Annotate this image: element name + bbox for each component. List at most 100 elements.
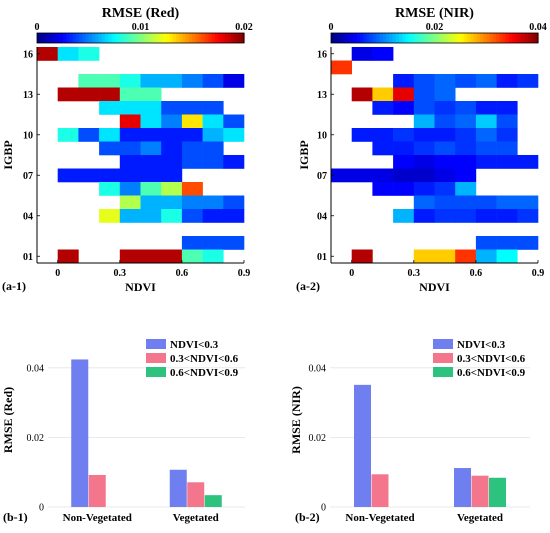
y-tick-label: 01 xyxy=(23,252,33,263)
colorbar-segment xyxy=(104,33,109,43)
y-tick-label: 0.02 xyxy=(27,433,45,444)
colorbar-segment xyxy=(470,33,474,43)
heatmap-cell xyxy=(413,209,435,223)
heatmap-cell xyxy=(475,128,497,142)
colorbar-segment xyxy=(508,33,513,43)
colorbar-segment xyxy=(237,33,242,43)
colorbar-segment xyxy=(340,33,345,43)
colorbar-segment xyxy=(489,33,494,43)
heatmap-cell xyxy=(78,74,100,88)
heatmap-cell xyxy=(119,114,141,129)
colorbar-segment xyxy=(49,33,54,43)
heatmap-cell xyxy=(78,47,100,61)
heatmap-cell xyxy=(140,195,162,210)
colorbar-segment xyxy=(82,33,87,43)
colorbar-segment xyxy=(98,33,103,43)
colorbar-segment xyxy=(153,33,158,43)
heatmap-cell xyxy=(161,74,183,88)
colorbar-segment xyxy=(205,33,210,43)
x-tick-label: 0 xyxy=(55,268,60,279)
colorbar-segment xyxy=(221,33,226,43)
colorbar-segment xyxy=(521,33,526,43)
heatmap-cell xyxy=(434,101,456,115)
heatmap-cell xyxy=(99,128,121,142)
y-tick-label: 16 xyxy=(317,49,327,60)
heatmap-cell xyxy=(455,168,477,183)
colorbar-segment xyxy=(343,33,348,43)
x-tick-label: Non-Vegetated xyxy=(63,512,132,524)
legend-label: NDVI<0.3 xyxy=(170,339,219,351)
colorbar-segment xyxy=(134,33,138,43)
colorbar-segment xyxy=(231,33,235,43)
colorbar-segment xyxy=(450,33,455,43)
colorbar-segment xyxy=(72,33,77,43)
heatmap-cell xyxy=(475,114,497,129)
colorbar-segment xyxy=(408,33,413,43)
colorbar-segment xyxy=(389,33,394,43)
heatmap-cell xyxy=(140,249,162,264)
heatmap-cell xyxy=(393,168,415,183)
heatmap-cell xyxy=(119,101,141,115)
heatmap-cell xyxy=(99,182,121,196)
heatmap-cell xyxy=(202,74,224,88)
x-tick-label: 0.3 xyxy=(114,268,127,279)
heatmap-cell xyxy=(140,114,162,129)
heatmap-cell xyxy=(455,209,477,223)
colorbar-segment xyxy=(143,33,148,43)
heatmap-cell xyxy=(78,168,100,183)
heatmap-cell xyxy=(517,195,539,210)
heatmap-cell xyxy=(181,155,203,169)
colorbar-segment xyxy=(486,33,491,43)
heatmap-cell xyxy=(119,141,141,156)
heatmap-cell xyxy=(434,155,456,169)
colorbar-segment xyxy=(502,33,507,43)
colorbar-tick-label: 0.01 xyxy=(132,22,150,33)
colorbar-segment xyxy=(62,33,67,43)
colorbar-frame xyxy=(36,32,245,44)
colorbar-segment xyxy=(434,33,439,43)
colorbar-segment xyxy=(208,33,213,43)
heatmap-cell xyxy=(99,209,121,223)
heatmap-cell xyxy=(393,209,415,223)
colorbar-segment xyxy=(376,33,381,43)
heatmap-cell xyxy=(434,74,456,88)
heatmap-cell xyxy=(161,114,183,129)
heatmap-cell xyxy=(78,128,100,142)
y-tick-label: 0 xyxy=(39,503,44,514)
heatmap-cell xyxy=(393,128,415,142)
colorbar-segment xyxy=(453,33,458,43)
colorbar-segment xyxy=(179,33,184,43)
heatmap-cell xyxy=(331,60,352,75)
heatmap-cell xyxy=(161,155,183,169)
colorbar-segment xyxy=(75,33,80,43)
heatmap-cell xyxy=(475,155,497,169)
heatmap-cell xyxy=(223,195,245,210)
colorbar-segment xyxy=(130,33,135,43)
colorbar-segment xyxy=(37,33,41,43)
colorbar-frame xyxy=(330,32,539,44)
colorbar-segment xyxy=(234,33,239,43)
colorbar-segment xyxy=(331,33,335,43)
heatmap-cell xyxy=(99,168,121,183)
colorbar-segment xyxy=(518,33,523,43)
panel-a-1: RMSE (Red) 0 0.01 0.02 0 0.3 0.6 0.9 01 04 07 10 13 1… xyxy=(1,6,253,294)
legend-swatch xyxy=(146,353,166,363)
bar xyxy=(204,495,222,507)
colorbar-segment xyxy=(366,33,371,43)
x-tick-label: 0 xyxy=(349,268,354,279)
y-axis-label: IGBP xyxy=(1,140,15,169)
x-axis-label: NDVI xyxy=(419,280,450,294)
heatmap-cell xyxy=(37,47,58,61)
heatmap-cell xyxy=(496,209,518,223)
heatmap-cell xyxy=(517,74,539,88)
colorbar-segment xyxy=(59,33,64,43)
heatmap-cell xyxy=(455,74,477,88)
heatmap-cell xyxy=(119,74,141,88)
colorbar-segment xyxy=(159,33,164,43)
heatmap-cell xyxy=(434,182,456,196)
heatmap-cell xyxy=(161,209,183,223)
colorbar-segment xyxy=(227,33,232,43)
colorbar-segment xyxy=(166,33,171,43)
colorbar-segment xyxy=(218,33,222,43)
panel-label: (b-1) xyxy=(3,510,28,524)
